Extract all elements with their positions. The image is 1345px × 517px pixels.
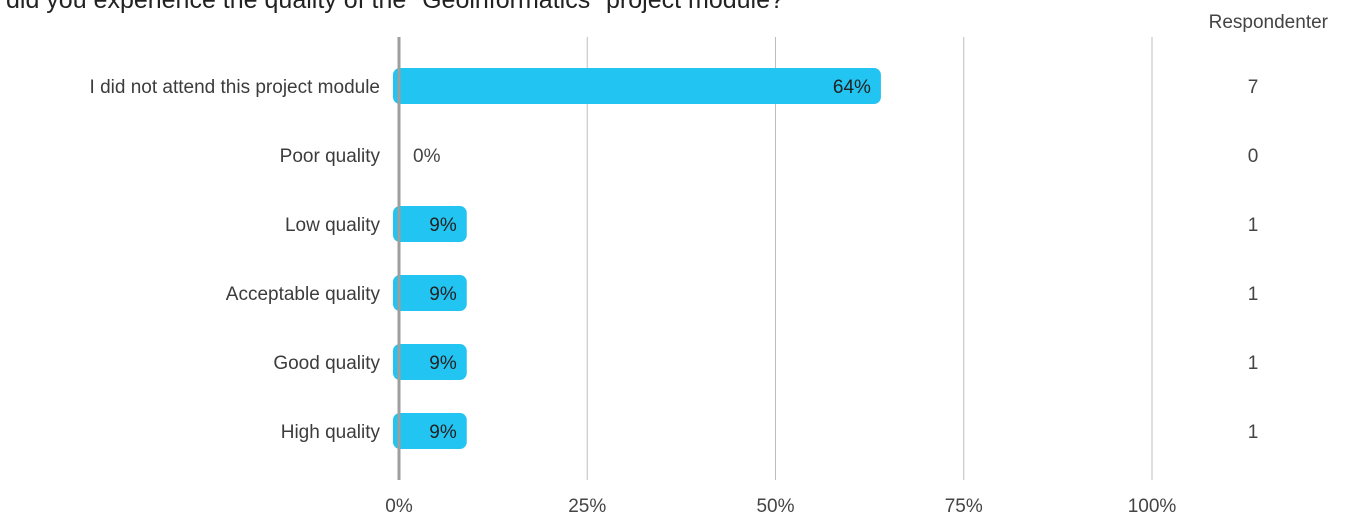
data-label: 9% [429, 353, 457, 374]
respondent-count: 1 [1248, 422, 1259, 443]
respondent-count: 1 [1248, 215, 1259, 236]
respondent-count: 1 [1248, 353, 1259, 374]
bar [393, 68, 881, 104]
x-tick-label: 0% [385, 496, 413, 517]
category-label: Poor quality [280, 146, 381, 167]
x-tick-label: 75% [945, 496, 983, 517]
chart-title: did you experience the quality of the "G… [6, 0, 784, 14]
category-label: Acceptable quality [226, 284, 381, 305]
category-label: Good quality [273, 353, 380, 374]
data-label: 9% [429, 284, 457, 305]
data-label: 9% [429, 215, 457, 236]
bar [393, 413, 467, 449]
respondents-header: Respondenter [1208, 12, 1328, 33]
bar [393, 206, 467, 242]
x-tick-label: 50% [756, 496, 794, 517]
data-label: 64% [833, 77, 871, 98]
bar [393, 344, 467, 380]
x-tick-label: 25% [568, 496, 606, 517]
category-label: Low quality [285, 215, 381, 236]
respondent-count: 1 [1248, 284, 1259, 305]
category-label: High quality [281, 422, 381, 443]
respondent-count: 7 [1248, 77, 1259, 98]
data-label: 0% [413, 146, 441, 167]
bar [393, 275, 467, 311]
respondent-count: 0 [1248, 146, 1259, 167]
category-label: I did not attend this project module [90, 77, 380, 98]
x-tick-label: 100% [1128, 496, 1177, 517]
data-label: 9% [429, 422, 457, 443]
